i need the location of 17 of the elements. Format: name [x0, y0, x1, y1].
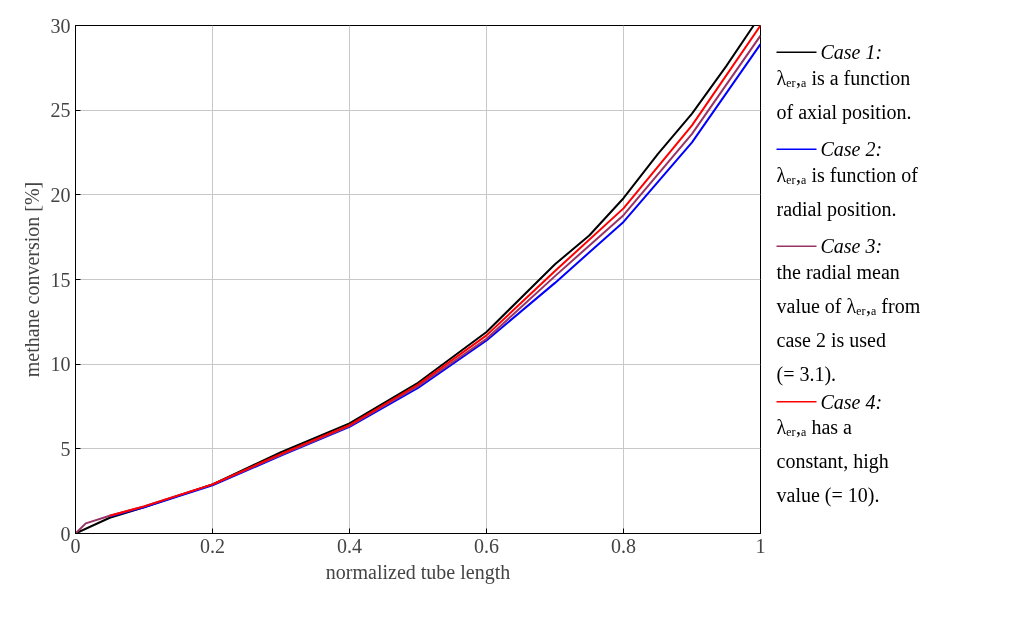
y-tick-label: 20 — [50, 183, 71, 206]
x-axis-title: normalized tube length — [325, 560, 511, 584]
x-tick-label: 0.8 — [611, 534, 636, 557]
legend-label: Case 2: λₑᵣ,ₐ is function of radial position. — [776, 138, 919, 221]
legend-label: Case 3: the radial mean value of λₑᵣ,ₐ from case 2 is used (= 3.1). — [776, 235, 921, 387]
x-tick-label: 0.6 — [474, 534, 499, 557]
y-tick-label: 5 — [60, 437, 71, 460]
x-tick-label: 0.4 — [337, 534, 362, 557]
y-axis-title: methane conversion [%] — [20, 181, 43, 378]
y-tick-label: 15 — [50, 268, 71, 291]
y-tick-label: 10 — [50, 353, 71, 376]
legend-label: Case 4: λₑᵣ,ₐ has a constant, high value (= 10). — [776, 390, 889, 508]
x-tick-label: 0.2 — [200, 534, 225, 557]
y-tick-label: 25 — [50, 99, 71, 122]
y-tick-label: 30 — [50, 14, 71, 37]
x-tick-label: 1 — [755, 534, 766, 557]
legend-label: Case 1: λₑᵣ,ₐ is a function of axial position. — [776, 41, 912, 124]
